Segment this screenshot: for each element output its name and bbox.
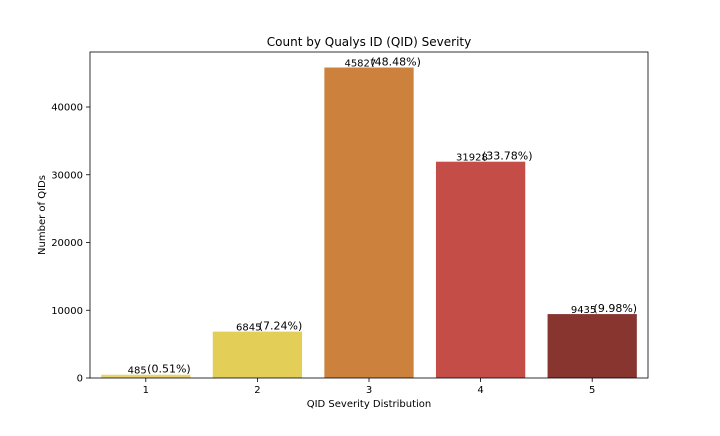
x-tick-label-3: 3: [366, 385, 372, 396]
count-label-2: 6845: [236, 323, 261, 334]
bar-severity-3: [324, 67, 414, 378]
y-tick-label-10000: 10000: [51, 306, 83, 317]
x-tick-label-1: 1: [143, 385, 149, 396]
y-tick-label-40000: 40000: [51, 103, 83, 114]
x-tick-label-4: 4: [477, 385, 483, 396]
percent-label-1: (0.51%): [147, 363, 191, 376]
percent-label-5: (9.98%): [594, 302, 638, 315]
y-tick-label-30000: 30000: [51, 170, 83, 181]
y-axis: 0 10000 20000 30000 40000: [51, 103, 90, 385]
count-label-4: 31928: [456, 153, 488, 164]
x-tick-label-5: 5: [589, 385, 595, 396]
x-axis-label: QID Severity Distribution: [307, 399, 432, 410]
bar-severity-1: [101, 374, 191, 378]
x-axis: 1 2 3 4 5: [143, 378, 595, 396]
bar-severity-4: [435, 161, 526, 378]
y-tick-label-0: 0: [77, 374, 83, 385]
count-label-1: 485: [128, 366, 147, 377]
bar-severity-5: [547, 314, 637, 378]
data-labels: 485 (0.51%)6845(7.24%)45827(48.48%)31928(…: [128, 56, 637, 377]
y-tick-label-20000: 20000: [51, 238, 83, 249]
x-tick-label-2: 2: [254, 385, 260, 396]
percent-label-3: (48.48%): [370, 56, 421, 69]
y-axis-label: Number of QIDs: [37, 175, 48, 255]
percent-label-4: (33.78%): [482, 150, 533, 163]
chart-title: Count by Qualys ID (QID) Severity: [267, 35, 471, 49]
bar-severity-2: [212, 331, 303, 378]
count-label-5: 9435: [571, 305, 596, 316]
bars-layer: [101, 67, 637, 378]
count-label-3: 45827: [344, 59, 376, 70]
percent-label-2: (7.24%): [259, 320, 303, 333]
